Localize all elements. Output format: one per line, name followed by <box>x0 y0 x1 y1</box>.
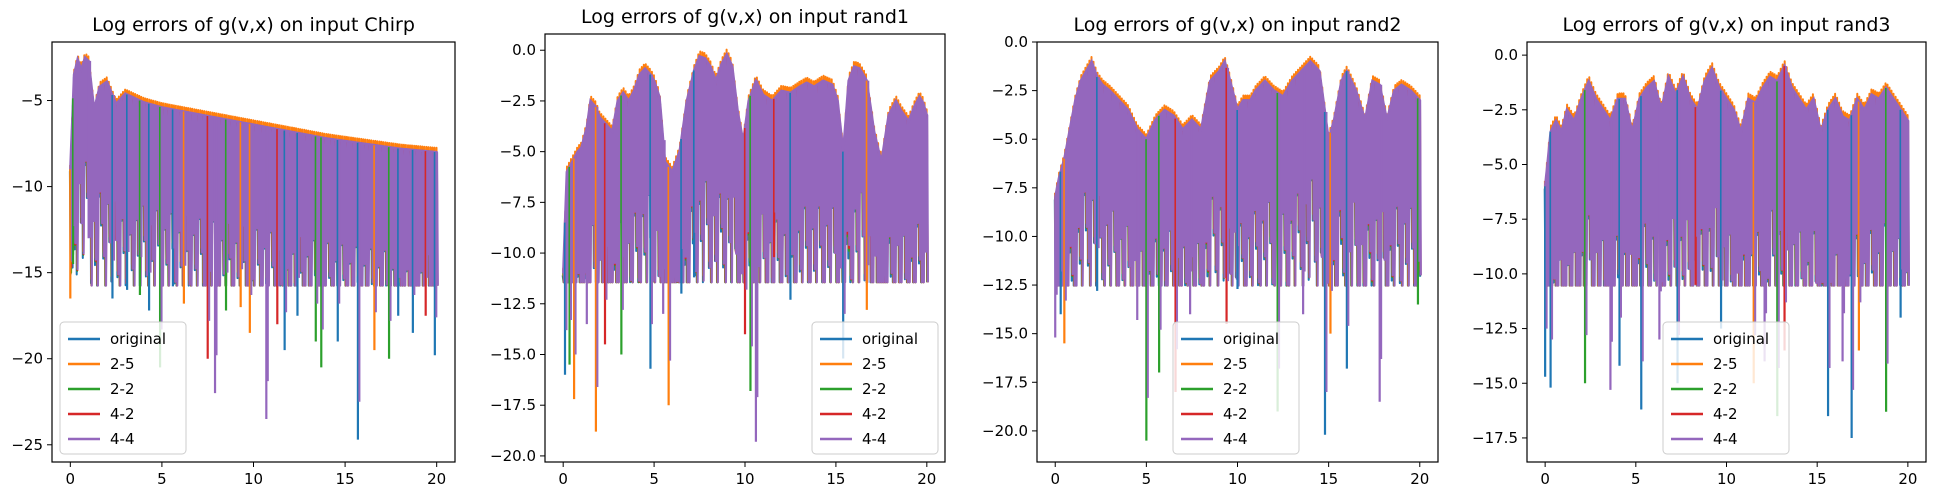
x-tick-label: 0 <box>558 470 568 488</box>
legend-label-4-4: 4-4 <box>1223 430 1248 448</box>
y-tick-label: −17.5 <box>982 373 1028 391</box>
y-tick-label: −10.0 <box>982 227 1028 245</box>
x-tick-label: 20 <box>427 470 446 488</box>
y-tick-label: −5.0 <box>1482 156 1518 174</box>
x-tick-label: 0 <box>66 470 76 488</box>
x-tick-label: 5 <box>1631 470 1641 488</box>
upper-envelope-line <box>1543 62 1909 187</box>
legend: original 2-5 2-2 4-2 4-4 <box>1172 321 1300 455</box>
y-tick-label: −17.5 <box>490 396 536 414</box>
y-tick-label: −5.0 <box>992 130 1028 148</box>
y-tick-label: −20 <box>11 350 43 368</box>
y-tick-label: −2.5 <box>1482 101 1518 119</box>
chart-panel-3: Log errors of g(v,x) on input rand2 0 5 10 1… <box>982 14 1439 488</box>
legend-box <box>1172 321 1300 455</box>
y-tick-label: −15.0 <box>1472 374 1518 392</box>
y-tick-label: −5.0 <box>500 143 536 161</box>
y-tick-label: −10.0 <box>1472 265 1518 283</box>
legend: original 2-5 2-2 4-2 4-4 <box>1662 321 1790 455</box>
legend-label-2-5: 2-5 <box>1713 355 1738 373</box>
x-tick-label: 15 <box>826 470 845 488</box>
y-tick-label: −12.5 <box>982 276 1028 294</box>
y-tick-label: −12.5 <box>1472 320 1518 338</box>
legend-label-2-2: 2-2 <box>1713 380 1738 398</box>
chart-panel-1: Log errors of g(v,x) on input Chirp 0 5 10 1… <box>11 14 456 488</box>
legend-label-original: original <box>1713 330 1769 348</box>
y-tick-label: −2.5 <box>992 82 1028 100</box>
x-tick-label: 15 <box>1319 470 1338 488</box>
x-tick-label: 15 <box>336 470 355 488</box>
legend-box <box>59 321 187 455</box>
legend-label-2-2: 2-2 <box>110 380 135 398</box>
legend-box <box>811 321 939 455</box>
y-tick-label: −10.0 <box>490 244 536 262</box>
x-tick-label: 0 <box>1540 470 1550 488</box>
y-tick-label: −7.5 <box>500 193 536 211</box>
chart-title: Log errors of g(v,x) on input rand2 <box>1074 14 1402 36</box>
legend-label-original: original <box>110 330 166 348</box>
legend-label-4-4: 4-4 <box>1713 430 1738 448</box>
chart-title: Log errors of g(v,x) on input Chirp <box>92 14 415 36</box>
legend-label-4-2: 4-2 <box>110 405 135 423</box>
y-tick-label: −20.0 <box>982 422 1028 440</box>
x-tick-label: 5 <box>649 470 659 488</box>
y-tick-label: −15.0 <box>982 325 1028 343</box>
y-tick-label: −7.5 <box>992 179 1028 197</box>
chart-panel-2: Log errors of g(v,x) on input rand1 0 5 10 1… <box>490 6 946 488</box>
x-tick-label: 10 <box>244 470 263 488</box>
y-tick-label: −25 <box>11 436 43 454</box>
legend: original 2-5 2-2 4-2 4-4 <box>811 321 939 455</box>
y-tick-label: 0.0 <box>512 41 536 59</box>
legend-label-2-5: 2-5 <box>1223 355 1248 373</box>
legend-label-original: original <box>862 330 918 348</box>
y-tick-label: −10 <box>11 178 43 196</box>
y-tick-label: −5 <box>21 92 43 110</box>
chart-title: Log errors of g(v,x) on input rand1 <box>581 6 909 28</box>
x-tick-label: 0 <box>1050 470 1060 488</box>
legend-label-4-2: 4-2 <box>1713 405 1738 423</box>
legend-label-2-5: 2-5 <box>110 355 135 373</box>
y-tick-label: −20.0 <box>490 447 536 465</box>
x-tick-label: 5 <box>1142 470 1152 488</box>
legend-label-4-2: 4-2 <box>862 405 887 423</box>
y-tick-label: −15.0 <box>490 345 536 363</box>
x-tick-label: 5 <box>157 470 167 488</box>
plot-area <box>68 53 439 440</box>
chart-title: Log errors of g(v,x) on input rand3 <box>1563 14 1891 36</box>
x-tick-label: 10 <box>1717 470 1736 488</box>
x-tick-label: 15 <box>1808 470 1827 488</box>
x-tick-label: 20 <box>1410 470 1429 488</box>
legend: original 2-5 2-2 4-2 4-4 <box>59 321 187 455</box>
y-tick-label: −17.5 <box>1472 429 1518 447</box>
y-tick-label: −2.5 <box>500 92 536 110</box>
y-tick-label: 0.0 <box>1004 33 1028 51</box>
legend-label-original: original <box>1223 330 1279 348</box>
x-tick-label: 10 <box>735 470 754 488</box>
y-tick-label: 0.0 <box>1494 46 1518 64</box>
legend-label-4-4: 4-4 <box>862 430 887 448</box>
plot-area <box>1053 55 1422 441</box>
plot-area <box>561 48 929 442</box>
legend-label-2-5: 2-5 <box>862 355 887 373</box>
x-tick-label: 10 <box>1228 470 1247 488</box>
legend-label-4-2: 4-2 <box>1223 405 1248 423</box>
y-tick-label: −12.5 <box>490 295 536 313</box>
y-tick-label: −7.5 <box>1482 210 1518 228</box>
x-tick-label: 20 <box>1898 470 1917 488</box>
legend-box <box>1662 321 1790 455</box>
chart-panel-4: Log errors of g(v,x) on input rand3 0 5 10 1… <box>1472 14 1927 488</box>
legend-label-2-2: 2-2 <box>1223 380 1248 398</box>
x-tick-label: 20 <box>917 470 936 488</box>
legend-label-2-2: 2-2 <box>862 380 887 398</box>
y-tick-label: −15 <box>11 264 43 282</box>
legend-label-4-4: 4-4 <box>110 430 135 448</box>
series-line-4-4 <box>1544 67 1910 287</box>
